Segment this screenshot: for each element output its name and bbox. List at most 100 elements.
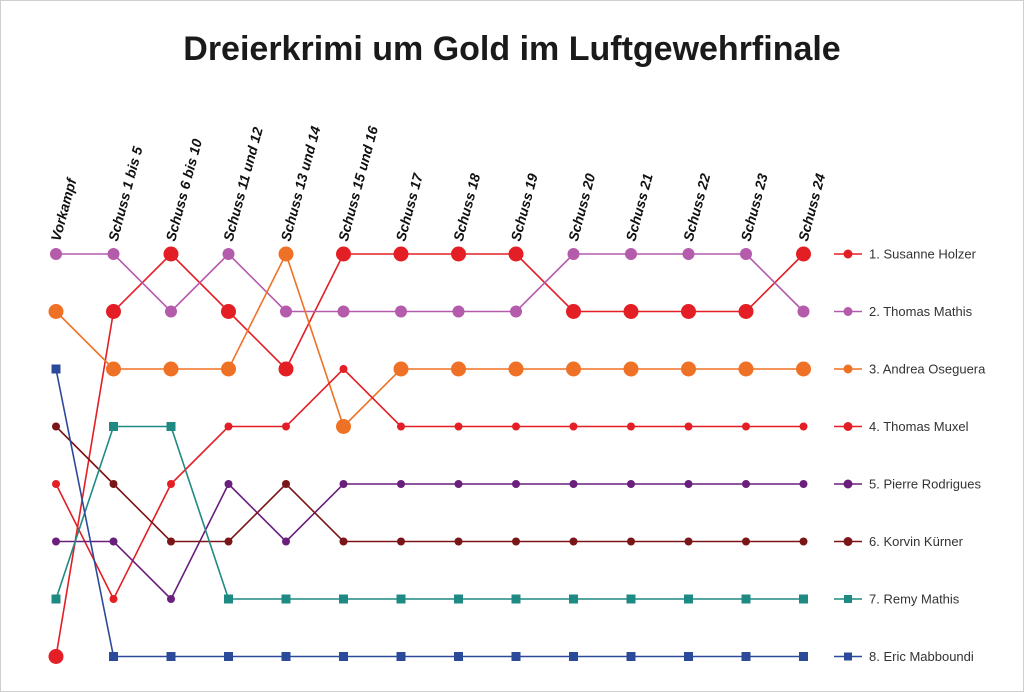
tick-label: Schuss 15 und 16 xyxy=(335,124,381,243)
data-point xyxy=(454,480,463,488)
legend-marker xyxy=(843,537,853,546)
legend-marker xyxy=(843,364,853,374)
data-point xyxy=(396,594,406,604)
data-point xyxy=(221,361,236,377)
data-point xyxy=(336,246,351,262)
data-point xyxy=(684,422,693,431)
data-point xyxy=(799,422,808,431)
data-point xyxy=(567,248,580,260)
data-point xyxy=(166,652,176,661)
data-point xyxy=(452,305,465,318)
data-point xyxy=(682,248,695,260)
data-point xyxy=(52,480,60,488)
data-point xyxy=(738,304,754,319)
data-point xyxy=(799,594,808,604)
data-point xyxy=(511,652,521,661)
data-point xyxy=(512,480,520,488)
data-point xyxy=(106,361,121,377)
data-point xyxy=(510,305,522,318)
tick-label: Schuss 11 und 12 xyxy=(220,125,266,243)
data-point xyxy=(396,652,406,661)
data-point xyxy=(280,305,292,318)
data-point xyxy=(51,594,61,604)
legend-label: 3. Andrea Oseguera xyxy=(869,362,986,377)
data-point xyxy=(397,480,405,488)
data-point xyxy=(167,480,175,488)
data-point xyxy=(569,422,578,431)
data-point xyxy=(337,305,350,318)
data-point xyxy=(281,594,291,604)
data-point xyxy=(282,480,290,488)
legend-item: 4. Thomas Muxel xyxy=(834,419,969,434)
data-point xyxy=(454,652,463,661)
data-point xyxy=(395,305,407,318)
data-point xyxy=(684,480,693,488)
data-point xyxy=(569,594,578,604)
series-line xyxy=(55,251,804,428)
data-point xyxy=(281,652,291,661)
data-point xyxy=(681,304,696,319)
data-point xyxy=(224,594,233,604)
data-point xyxy=(282,422,290,431)
data-point xyxy=(569,537,578,546)
data-point xyxy=(511,594,521,604)
legend-marker xyxy=(843,307,853,316)
data-point xyxy=(107,248,120,260)
series-group xyxy=(52,422,808,546)
legend-label: 4. Thomas Muxel xyxy=(869,419,969,434)
series-group xyxy=(48,246,811,664)
data-point xyxy=(627,537,635,546)
data-point xyxy=(278,361,294,377)
tick-label: Schuss 17 xyxy=(392,171,426,243)
data-point xyxy=(339,652,348,661)
tick-label: Schuss 13 und 14 xyxy=(277,124,323,243)
data-point xyxy=(796,246,811,262)
data-point xyxy=(566,361,581,377)
data-point xyxy=(339,365,348,373)
legend-item: 8. Eric Mabboundi xyxy=(834,649,974,664)
data-point xyxy=(742,422,750,431)
legend-label: 8. Eric Mabboundi xyxy=(869,649,974,664)
data-point xyxy=(681,361,696,377)
data-point xyxy=(106,304,121,319)
tick-label: Schuss 22 xyxy=(680,172,713,243)
legend-item: 6. Korvin Kürner xyxy=(834,534,964,549)
series-line xyxy=(55,425,804,543)
tick-label: Schuss 1 bis 5 xyxy=(105,144,146,242)
chart-title: Dreierkrimi um Gold im Luftgewehrfinale xyxy=(183,30,841,68)
legend-label: 2. Thomas Mathis xyxy=(869,304,973,319)
tick-label: Schuss 23 xyxy=(737,172,770,243)
tick-label: Schuss 6 bis 10 xyxy=(162,137,205,243)
series-line xyxy=(56,252,805,313)
data-point xyxy=(278,246,294,262)
data-point xyxy=(163,246,179,262)
data-point xyxy=(109,480,118,488)
data-point xyxy=(451,246,466,262)
tick-label: Schuss 20 xyxy=(565,172,598,243)
data-point xyxy=(451,361,466,377)
data-point xyxy=(393,246,409,262)
data-point xyxy=(51,364,61,374)
data-point xyxy=(684,537,693,546)
data-point xyxy=(508,246,524,262)
data-point xyxy=(454,594,463,604)
tick-label: Schuss 18 xyxy=(450,172,483,243)
data-point xyxy=(627,480,635,488)
legend-marker xyxy=(843,422,853,431)
legend-item: 5. Pierre Rodrigues xyxy=(834,477,981,492)
data-point xyxy=(393,361,409,377)
legend-marker xyxy=(844,652,852,661)
data-point xyxy=(741,594,751,604)
data-point xyxy=(740,248,752,260)
data-point xyxy=(222,248,235,260)
data-point xyxy=(684,594,693,604)
series-line xyxy=(56,482,804,601)
data-point xyxy=(167,537,175,546)
legend-marker xyxy=(843,479,853,489)
data-point xyxy=(52,422,60,431)
tick-label: Vorkampf xyxy=(47,175,79,242)
tick-label: Schuss 24 xyxy=(795,172,828,243)
legend-item: 1. Susanne Holzer xyxy=(834,247,977,262)
series-group xyxy=(51,422,808,604)
